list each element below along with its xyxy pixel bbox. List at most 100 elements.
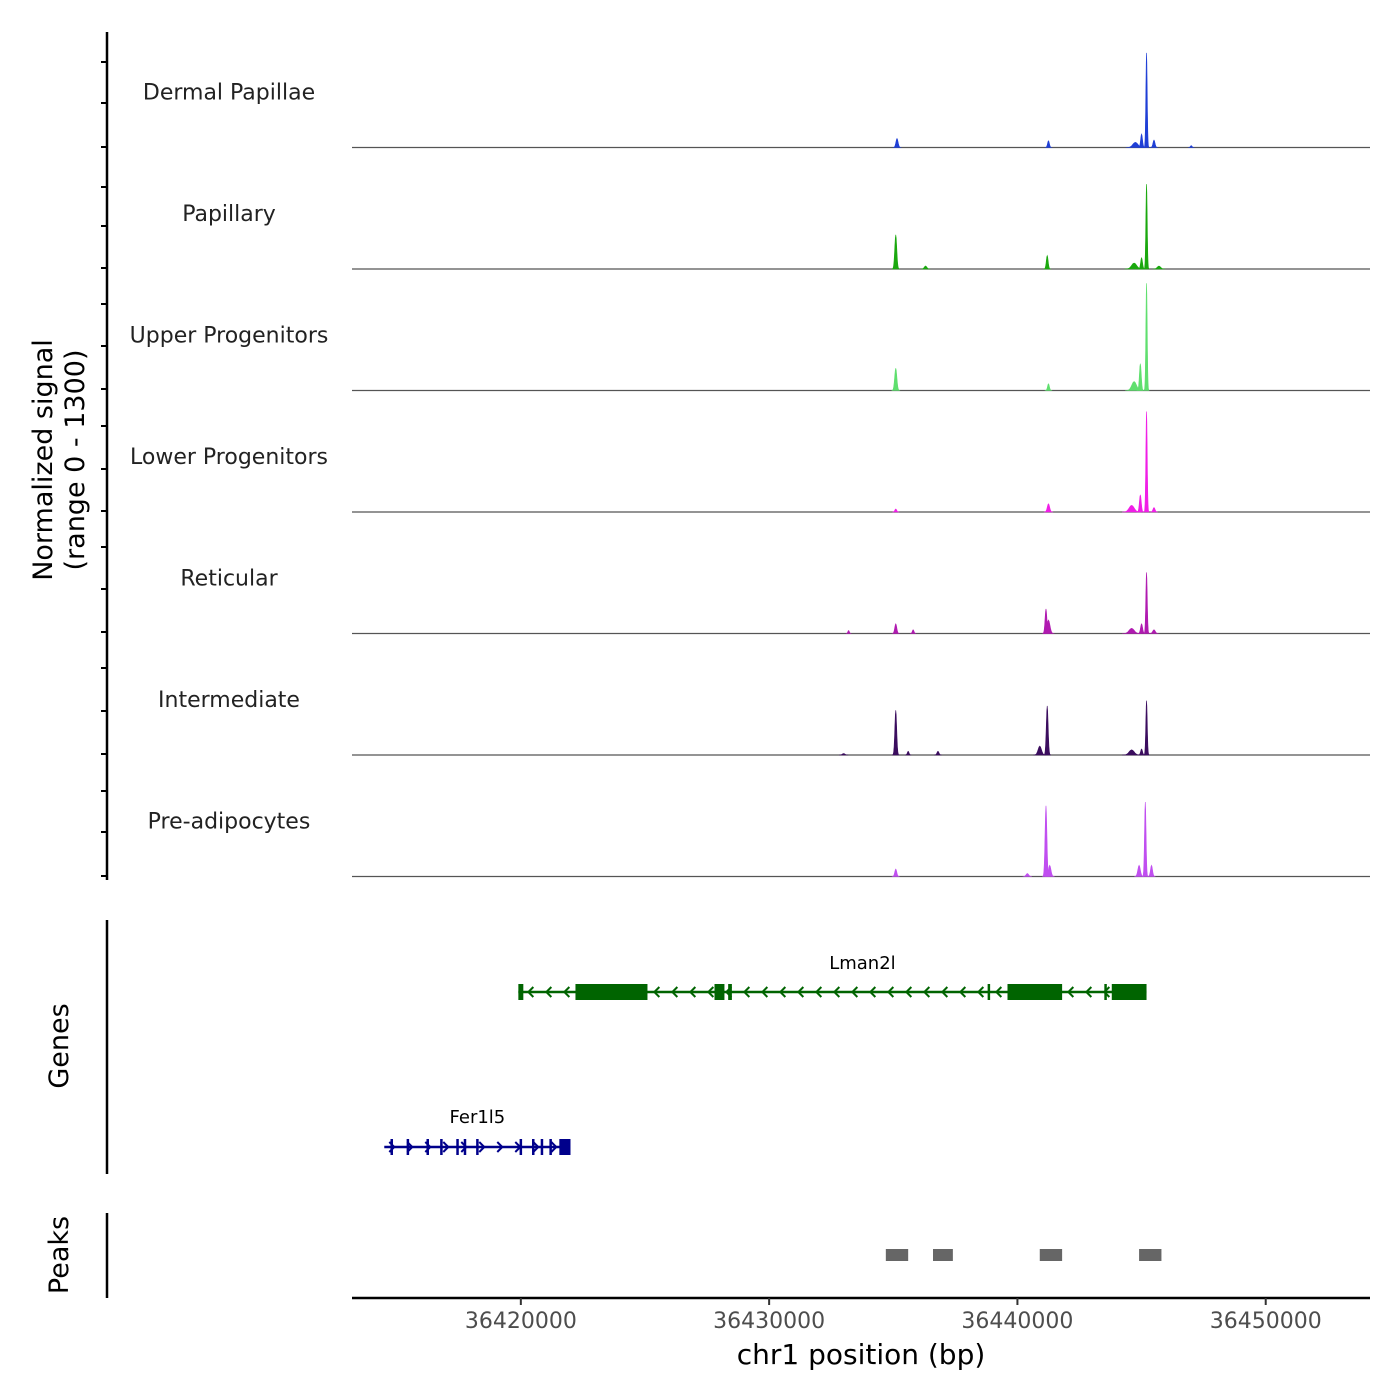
strand-arrow <box>478 1141 486 1153</box>
peak-regions <box>885 1249 1162 1261</box>
strand-arrow <box>1084 986 1093 998</box>
signal-peak <box>1043 705 1051 756</box>
signal-peak <box>1043 254 1051 270</box>
track-lower-progenitors: Lower Progenitors <box>130 411 1370 513</box>
signal-peak <box>1044 864 1055 877</box>
gene-fer1l5: Fer1l5 <box>384 1107 571 1155</box>
signal-peak <box>1042 619 1055 634</box>
signal-peak <box>891 368 901 391</box>
strand-arrow <box>442 1141 450 1153</box>
gene-exon <box>476 1139 479 1155</box>
signal-peak <box>1147 864 1156 877</box>
x-axis-ticks: 36420000 36430000 36440000 36450000 <box>465 1298 1322 1334</box>
signal-peak <box>1143 411 1150 513</box>
strand-arrow <box>706 986 715 998</box>
signal-peak <box>1033 745 1047 756</box>
signal-peak <box>1022 873 1033 877</box>
track-label: Upper Progenitors <box>130 324 329 349</box>
strand-arrow <box>652 986 661 998</box>
gene-lman2l: Lman2l <box>518 953 1147 1000</box>
signal-peak <box>910 629 917 634</box>
gene-exon <box>440 1139 443 1155</box>
gene-exon <box>519 1139 523 1155</box>
x-tick-label: 36420000 <box>465 1309 577 1334</box>
strand-arrow <box>670 986 679 998</box>
signal-peak <box>934 750 942 756</box>
strand-arrow <box>562 986 571 998</box>
gene-exon <box>456 1139 459 1155</box>
strand-arrow <box>688 986 697 998</box>
signal-peak <box>1137 623 1146 634</box>
gene-exon <box>549 1139 552 1155</box>
signal-peak <box>1042 805 1050 877</box>
signal-peak <box>1136 363 1145 391</box>
gene-exon <box>406 1139 410 1155</box>
signal-y-axis-label: Normalized signal <box>28 339 59 581</box>
signal-peak <box>891 623 900 634</box>
signal-y-axis <box>101 32 109 880</box>
strand-arrow <box>940 986 949 998</box>
strand-arrow <box>526 986 535 998</box>
gene-exon <box>559 1139 571 1155</box>
strand-arrow <box>532 1141 540 1153</box>
strand-arrow <box>760 986 769 998</box>
signal-peak <box>1044 140 1053 148</box>
signal-peak <box>905 750 912 756</box>
signal-tracks: Dermal Papillae Papillary Upper Progenitor… <box>130 52 1370 878</box>
x-axis-label: chr1 position (bp) <box>737 1338 986 1371</box>
gene-exon <box>987 984 991 1000</box>
signal-peak <box>1149 629 1159 634</box>
signal-peak <box>1136 494 1145 513</box>
signal-peak <box>892 137 902 148</box>
strand-arrow <box>850 986 859 998</box>
track-reticular: Reticular <box>180 567 1370 635</box>
signal-peak <box>1043 503 1054 513</box>
track-upper-progenitors: Upper Progenitors <box>130 283 1370 392</box>
gene-exon <box>426 1139 429 1155</box>
peak-region <box>1039 1249 1063 1261</box>
gene-exon <box>575 984 648 1000</box>
track-dermal-papillae: Dermal Papillae <box>143 52 1370 149</box>
signal-peak <box>1149 139 1159 148</box>
gene-exon <box>1111 984 1147 1000</box>
signal-peak <box>1143 572 1150 634</box>
gene-exon <box>540 1139 544 1155</box>
signal-peak <box>845 630 852 634</box>
signal-peak <box>1188 145 1195 148</box>
signal-y-axis-range-label: (range 0 - 1300) <box>60 350 91 571</box>
x-tick-label: 36430000 <box>713 1309 825 1334</box>
track-intermediate: Intermediate <box>158 688 1370 756</box>
track-label: Papillary <box>182 202 276 227</box>
strand-arrow <box>742 986 751 998</box>
signal-peak <box>1134 864 1145 877</box>
strand-arrow <box>904 986 913 998</box>
x-tick-label: 36440000 <box>961 1309 1073 1334</box>
gene-exon <box>714 984 725 1000</box>
strand-arrow <box>544 986 553 998</box>
signal-peak <box>1122 749 1142 756</box>
peak-region <box>885 1249 909 1261</box>
x-tick-label: 36450000 <box>1210 1309 1322 1334</box>
gene-exon <box>532 1139 535 1155</box>
strand-arrow <box>796 986 805 998</box>
peak-region <box>933 1249 953 1261</box>
strand-arrow <box>958 986 967 998</box>
genes-panel-label: Genes <box>44 1003 75 1088</box>
strand-arrow <box>496 1141 504 1153</box>
strand-arrow <box>778 986 787 998</box>
strand-arrow <box>886 986 895 998</box>
signal-peak <box>892 508 900 513</box>
signal-peak <box>1143 184 1150 270</box>
gene-exon <box>463 1139 467 1155</box>
strand-arrow <box>994 986 1003 998</box>
strand-arrow <box>976 986 985 998</box>
signal-peak <box>1152 265 1166 270</box>
track-pre-adipocytes: Pre-adipocytes <box>148 802 1370 878</box>
strand-arrow <box>1066 986 1075 998</box>
track-label: Pre-adipocytes <box>148 810 311 835</box>
gene-label: Lman2l <box>829 953 895 974</box>
strand-arrow <box>814 986 823 998</box>
track-label: Dermal Papillae <box>143 81 315 106</box>
signal-peak <box>892 710 900 756</box>
